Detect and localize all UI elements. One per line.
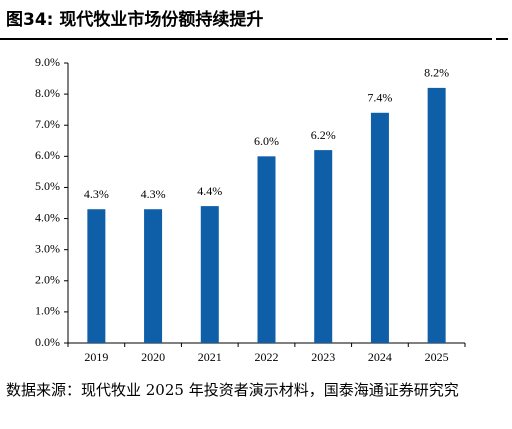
bar xyxy=(370,112,389,344)
bar xyxy=(200,206,219,343)
y-tick-label: 8.0% xyxy=(35,86,60,100)
y-tick-label: 9.0% xyxy=(35,55,60,69)
y-tick-label: 3.0% xyxy=(35,241,60,255)
x-tick-label: 2022 xyxy=(255,350,279,364)
x-tick-label: 2021 xyxy=(198,350,222,364)
source-note: 数据来源：现代牧业 2025 年投资者演示材料，国泰海通证券研究究 xyxy=(6,381,459,399)
x-tick-label: 2024 xyxy=(368,350,392,364)
y-tick-label: 6.0% xyxy=(35,148,60,162)
value-label: 4.3% xyxy=(141,187,166,201)
y-tick-label: 2.0% xyxy=(35,273,60,287)
bar xyxy=(427,87,446,343)
value-label: 4.3% xyxy=(84,187,109,201)
bar xyxy=(257,156,276,343)
x-tick-label: 2023 xyxy=(311,350,335,364)
bar xyxy=(144,209,163,343)
bar xyxy=(87,209,106,343)
y-tick-label: 0.0% xyxy=(35,335,60,349)
y-tick-label: 4.0% xyxy=(35,210,60,224)
x-tick-label: 2019 xyxy=(84,350,108,364)
y-tick-label: 5.0% xyxy=(35,179,60,193)
value-label: 6.2% xyxy=(311,128,336,142)
y-tick-label: 1.0% xyxy=(35,304,60,318)
bar xyxy=(314,150,333,343)
value-label: 7.4% xyxy=(367,91,392,105)
x-tick-label: 2020 xyxy=(141,350,165,364)
value-label: 8.2% xyxy=(424,66,449,80)
value-label: 4.4% xyxy=(197,184,222,198)
chart-title: 图34: 现代牧业市场份额持续提升 xyxy=(6,9,263,30)
x-tick-label: 2025 xyxy=(425,350,449,364)
value-label: 6.0% xyxy=(254,134,279,148)
y-tick-label: 7.0% xyxy=(35,117,60,131)
